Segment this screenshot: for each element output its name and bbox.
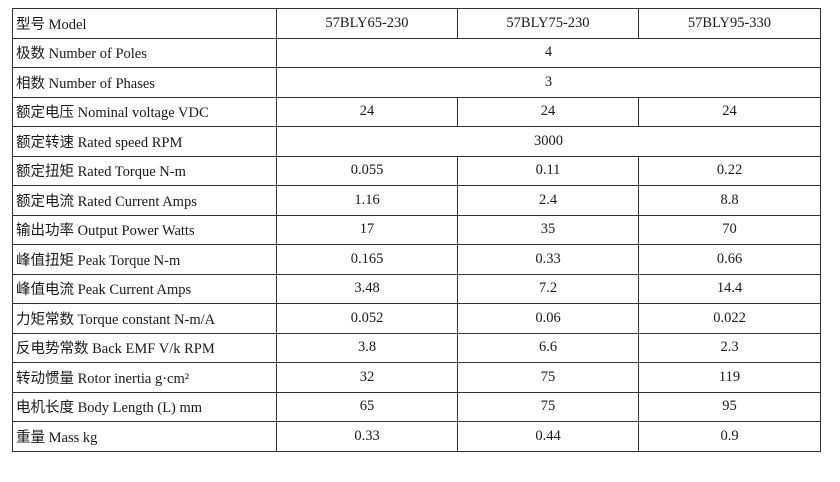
cell-value: 0.06	[457, 303, 639, 334]
row-label: 反电势常数 Back EMF V/k RPM	[12, 332, 277, 363]
cell-value: 65	[276, 391, 458, 422]
cell-value: 0.11	[457, 155, 639, 186]
cell-value: 0.9	[638, 421, 821, 452]
merged-value: 3000	[276, 126, 821, 157]
table-row: 极数 Number of Poles 4	[12, 37, 821, 68]
cell-value: 1.16	[276, 185, 458, 216]
cell-value: 6.6	[457, 332, 639, 363]
row-label: 额定电压 Nominal voltage VDC	[12, 96, 277, 127]
table-row: 重量 Mass kg 0.33 0.44 0.9	[12, 421, 821, 452]
row-label: 重量 Mass kg	[12, 421, 277, 452]
table-row: 额定电压 Nominal voltage VDC 24 24 24	[12, 96, 821, 127]
row-label: 电机长度 Body Length (L) mm	[12, 391, 277, 422]
table-row: 转动惯量 Rotor inertia g·cm² 32 75 119	[12, 362, 821, 393]
table-row: 额定转速 Rated speed RPM 3000	[12, 126, 821, 157]
cell-value: 0.055	[276, 155, 458, 186]
row-label: 转动惯量 Rotor inertia g·cm²	[12, 362, 277, 393]
cell-value: 95	[638, 391, 821, 422]
cell-value: 24	[457, 96, 639, 127]
cell-value: 0.44	[457, 421, 639, 452]
cell-value: 75	[457, 362, 639, 393]
table-row: 力矩常数 Torque constant N-m/A 0.052 0.06 0.…	[12, 303, 821, 334]
cell-value: 0.33	[457, 244, 639, 275]
cell-value: 32	[276, 362, 458, 393]
cell-value: 119	[638, 362, 821, 393]
cell-value: 0.022	[638, 303, 821, 334]
row-label: 额定扭矩 Rated Torque N-m	[12, 155, 277, 186]
cell-value: 35	[457, 214, 639, 245]
header-row: 型号 Model 57BLY65-230 57BLY75-230 57BLY95…	[12, 8, 821, 39]
cell-value: 0.165	[276, 244, 458, 275]
model-name: 57BLY75-230	[457, 8, 639, 39]
row-label: 额定电流 Rated Current Amps	[12, 185, 277, 216]
table-row: 反电势常数 Back EMF V/k RPM 3.8 6.6 2.3	[12, 332, 821, 363]
row-label: 峰值扭矩 Peak Torque N-m	[12, 244, 277, 275]
row-label: 输出功率 Output Power Watts	[12, 214, 277, 245]
cell-value: 24	[276, 96, 458, 127]
cell-value: 3.48	[276, 273, 458, 304]
table-row: 输出功率 Output Power Watts 17 35 70	[12, 214, 821, 245]
cell-value: 2.3	[638, 332, 821, 363]
table-row: 额定扭矩 Rated Torque N-m 0.055 0.11 0.22	[12, 155, 821, 186]
cell-value: 75	[457, 391, 639, 422]
row-label: 力矩常数 Torque constant N-m/A	[12, 303, 277, 334]
model-name: 57BLY95-330	[638, 8, 821, 39]
merged-value: 4	[276, 37, 821, 68]
cell-value: 2.4	[457, 185, 639, 216]
header-label: 型号 Model	[12, 8, 277, 39]
row-label: 峰值电流 Peak Current Amps	[12, 273, 277, 304]
table-row: 额定电流 Rated Current Amps 1.16 2.4 8.8	[12, 185, 821, 216]
cell-value: 24	[638, 96, 821, 127]
merged-value: 3	[276, 67, 821, 98]
cell-value: 0.66	[638, 244, 821, 275]
cell-value: 14.4	[638, 273, 821, 304]
cell-value: 17	[276, 214, 458, 245]
row-label: 极数 Number of Poles	[12, 37, 277, 68]
cell-value: 70	[638, 214, 821, 245]
table-row: 相数 Number of Phases 3	[12, 67, 821, 98]
cell-value: 0.33	[276, 421, 458, 452]
spec-table: 型号 Model 57BLY65-230 57BLY75-230 57BLY95…	[12, 8, 821, 452]
cell-value: 7.2	[457, 273, 639, 304]
model-name: 57BLY65-230	[276, 8, 458, 39]
row-label: 相数 Number of Phases	[12, 67, 277, 98]
table-row: 电机长度 Body Length (L) mm 65 75 95	[12, 391, 821, 422]
cell-value: 0.052	[276, 303, 458, 334]
row-label: 额定转速 Rated speed RPM	[12, 126, 277, 157]
cell-value: 3.8	[276, 332, 458, 363]
cell-value: 8.8	[638, 185, 821, 216]
table-row: 峰值电流 Peak Current Amps 3.48 7.2 14.4	[12, 273, 821, 304]
cell-value: 0.22	[638, 155, 821, 186]
table-row: 峰值扭矩 Peak Torque N-m 0.165 0.33 0.66	[12, 244, 821, 275]
